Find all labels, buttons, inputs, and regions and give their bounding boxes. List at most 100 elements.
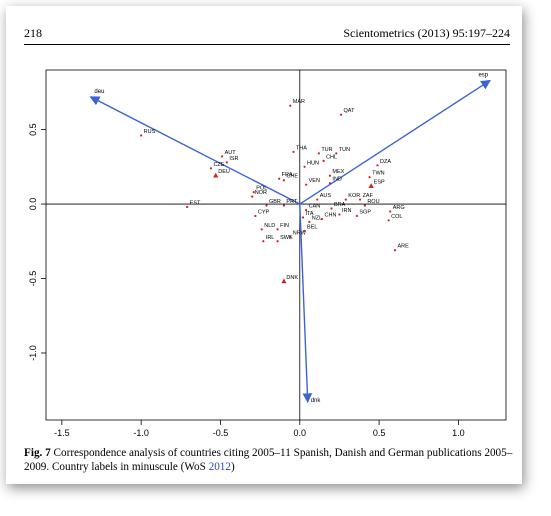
- country-point: [330, 207, 332, 209]
- country-label: MAR: [293, 99, 305, 105]
- paper-page: 218 Scientometrics (2013) 95:197–224 -1.…: [6, 6, 522, 484]
- country-point: [289, 105, 291, 107]
- country-label: EST: [190, 201, 201, 207]
- country-label: CHL: [326, 154, 337, 160]
- country-label: IRL: [266, 235, 275, 241]
- country-point: [254, 215, 256, 217]
- country-point: [261, 228, 263, 230]
- country-label: CHN: [325, 212, 337, 218]
- country-label: COL: [391, 214, 402, 220]
- country-label: THA: [296, 145, 307, 151]
- country-label: TUN: [339, 147, 350, 153]
- country-label: CZE: [213, 162, 224, 168]
- country-point: [283, 179, 285, 181]
- country-label: SGP: [359, 209, 371, 215]
- country-point: [276, 228, 278, 230]
- country-point: [303, 166, 305, 168]
- country-label: DZA: [380, 159, 391, 165]
- country-label: GBR: [269, 199, 281, 205]
- country-point: [251, 195, 253, 197]
- country-label: ARG: [393, 205, 405, 211]
- country-label: HUN: [307, 160, 319, 166]
- country-point: [316, 198, 318, 200]
- country-point: [389, 210, 391, 212]
- country-point: [253, 191, 255, 193]
- x-tick-label: -1.5: [54, 428, 70, 436]
- country-point: [368, 176, 370, 178]
- vector-label: esp: [478, 72, 488, 78]
- country-point: [338, 213, 340, 215]
- country-point: [308, 221, 310, 223]
- country-point: [186, 206, 188, 208]
- country-label: IND: [332, 177, 342, 183]
- country-label: NLD: [264, 223, 275, 229]
- country-label: NZL: [312, 215, 322, 221]
- caption-label: Fig. 7: [24, 447, 51, 459]
- country-label: TUR: [321, 147, 332, 153]
- country-point: [265, 204, 267, 206]
- country-label: DEU: [218, 169, 230, 175]
- country-point: [318, 152, 320, 154]
- country-point: [322, 160, 324, 162]
- y-tick-label: -1.0: [28, 345, 38, 361]
- country-label: IRN: [342, 208, 352, 214]
- country-point: [302, 216, 304, 218]
- country-label: POL: [256, 186, 267, 192]
- vector-label: dnk: [311, 398, 322, 404]
- country-point: [262, 240, 264, 242]
- country-label: QAT: [344, 108, 356, 114]
- x-tick-label: 1.0: [452, 428, 465, 436]
- country-point: [340, 114, 342, 116]
- country-point: [305, 184, 307, 186]
- country-point: [140, 134, 142, 136]
- country-label: ROU: [367, 199, 379, 205]
- country-point: [356, 215, 358, 217]
- x-tick-label: -1.0: [133, 428, 149, 436]
- country-point: [329, 182, 331, 184]
- y-axis: 0.5 0.0 -0.5 -1.0: [28, 123, 46, 360]
- caption-citation-link[interactable]: 2012: [209, 461, 231, 473]
- country-label: DNK: [286, 275, 298, 281]
- country-point: [283, 204, 285, 206]
- vector-label: deu: [94, 89, 104, 95]
- country-label: ISR: [229, 156, 238, 162]
- country-point: [394, 249, 396, 251]
- running-head: Scientometrics (2013) 95:197–224: [343, 26, 510, 41]
- correspondence-plot: -1.5 -1.0 -0.5 0.0 0.5 1.0 0.5 0.0 -0.5 -1.0 deu…: [14, 56, 514, 436]
- page-number: 218: [24, 26, 42, 41]
- country-label: TWN: [372, 171, 385, 177]
- country-label: FIN: [280, 223, 289, 229]
- figure-caption: Fig. 7 Correspondence analysis of countr…: [24, 446, 518, 474]
- country-label: ESP: [374, 180, 385, 186]
- header-rule: [24, 44, 510, 45]
- country-label: MEX: [332, 169, 344, 175]
- x-axis: -1.5 -1.0 -0.5 0.0 0.5 1.0: [54, 420, 465, 436]
- country-label: VEN: [309, 178, 320, 184]
- country-point: [292, 151, 294, 153]
- country-point: [364, 204, 366, 206]
- country-label: KOR: [348, 193, 360, 199]
- vector-esp: [300, 80, 490, 204]
- y-tick-label: -0.5: [28, 271, 38, 287]
- country-label: CHE: [286, 174, 298, 180]
- y-tick-label: 0.0: [28, 198, 38, 211]
- x-tick-label: 0.0: [294, 428, 307, 436]
- zero-lines: [46, 70, 506, 420]
- x-tick-label: 0.5: [373, 428, 386, 436]
- caption-close: ): [231, 461, 235, 473]
- vector-deu: [90, 97, 299, 204]
- country-label: AUS: [320, 193, 332, 199]
- country-point: [276, 240, 278, 242]
- country-label: SWE: [280, 235, 293, 241]
- country-label: BEL: [307, 224, 317, 230]
- country-point: [376, 164, 378, 166]
- y-tick-label: 0.5: [28, 123, 38, 136]
- country-point: [226, 161, 228, 163]
- country-point: [345, 198, 347, 200]
- country-label: ARE: [397, 244, 409, 250]
- country-point: [388, 219, 390, 221]
- country-point: [278, 178, 280, 180]
- country-label: CYP: [258, 209, 270, 215]
- country-point: [359, 198, 361, 200]
- caption-text: Correspondence analysis of countries cit…: [24, 447, 512, 473]
